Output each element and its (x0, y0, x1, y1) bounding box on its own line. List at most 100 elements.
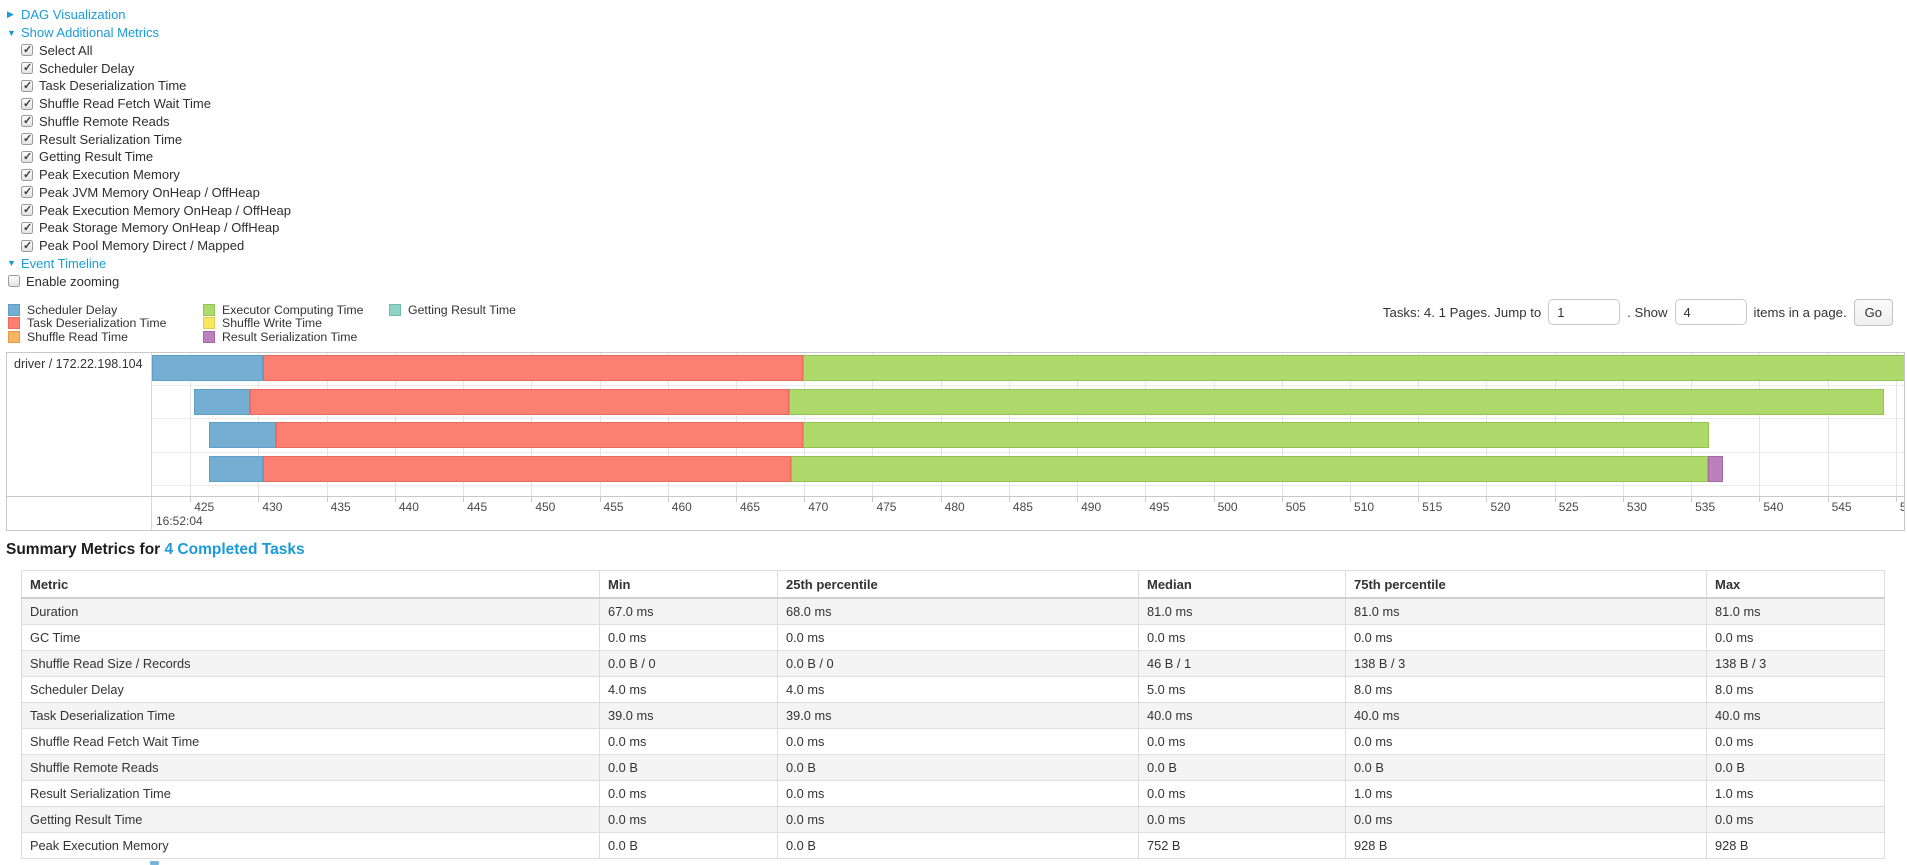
axis-tick (1077, 497, 1079, 502)
metric-checkbox-peak-execution-memory[interactable] (21, 168, 33, 181)
table-header-row: Metric Min 25th percentile Median 75th perce… (21, 570, 1885, 599)
metric-value-cell: 138 B / 3 (1706, 650, 1885, 677)
metric-checkbox-shuffle-remote-reads[interactable] (21, 114, 33, 128)
task-4-segment-task-deserialization[interactable] (262, 455, 791, 482)
table-row-peak-execution-memory: Peak Execution Memory 0.0 B 0.0 B 752 B 928 … (21, 832, 1885, 859)
metric-checkbox-task-deserialization-time[interactable] (21, 79, 33, 92)
axis-tick-label: 520 (1490, 500, 1511, 514)
task-2-segment-task-deserialization[interactable] (250, 388, 790, 415)
task-4-segment-result-serialization[interactable] (1707, 455, 1723, 482)
metric-checkbox-row: Shuffle Remote Reads (7, 113, 291, 131)
metric-name-cell: Duration (21, 597, 600, 625)
axis-tick (1145, 497, 1147, 502)
metric-value-cell: 0.0 ms (1345, 624, 1707, 651)
axis-tick-label: 455 (603, 500, 624, 514)
metric-value-cell: 0.0 B (777, 754, 1139, 781)
task-3-segment-scheduler-delay[interactable] (209, 422, 277, 448)
metric-value-cell: 0.0 ms (777, 624, 1139, 651)
legend-item-scheduler-delay: Scheduler Delay (8, 303, 203, 317)
scheduler-delay-swatch-icon (8, 303, 20, 316)
metric-checkbox-select-all[interactable] (21, 43, 33, 57)
metric-value-cell: 46 B / 1 (1138, 650, 1346, 677)
axis-tick-label: 535 (1695, 500, 1716, 514)
metric-checkbox-row: Peak Execution Memory OnHeap / OffHeap (7, 201, 291, 219)
task-4-segment-scheduler-delay[interactable] (209, 455, 263, 482)
metric-checkbox-label: Select All (39, 42, 93, 58)
metric-value-cell: 0.0 ms (1138, 780, 1346, 807)
axis-tick (1350, 497, 1352, 502)
metric-checkbox-peak-execution-memory-onheap-offheap[interactable] (21, 203, 33, 217)
metric-checkbox-label: Peak Storage Memory OnHeap / OffHeap (39, 220, 280, 236)
metric-checkbox-shuffle-read-fetch-wait-time[interactable] (21, 97, 33, 110)
event-timeline-link[interactable]: Event Timeline (21, 255, 107, 271)
timeline-plot-area (152, 353, 1904, 496)
metric-checkbox-getting-result-time[interactable] (21, 150, 33, 163)
metric-value-cell: 0.0 ms (777, 806, 1139, 833)
axis-tick-label: 490 (1081, 500, 1102, 514)
metric-value-cell: 0.0 ms (1138, 806, 1346, 833)
column-header-75th-percentile: 75th percentile (1345, 570, 1707, 599)
go-button[interactable]: Go (1853, 298, 1893, 326)
metric-checkbox-peak-jvm-memory-onheap-offheap[interactable] (21, 185, 33, 199)
axis-tick (258, 497, 260, 502)
getting-result-swatch-icon (389, 303, 401, 316)
axis-tick (1486, 497, 1488, 502)
metric-value-cell: 0.0 B (599, 832, 778, 859)
metric-checkbox-row: Select All (7, 42, 291, 60)
summary-metrics-heading: Summary Metrics for 4 Completed Tasks (6, 541, 305, 559)
task-pagination: Tasks: 4. 1 Pages. Jump to . Show items … (1383, 297, 1893, 327)
metric-checkbox-label: Task Deserialization Time (39, 78, 187, 94)
axis-tick (190, 497, 192, 502)
metric-name-cell: Peak Execution Memory (21, 832, 600, 859)
metric-value-cell: 68.0 ms (777, 597, 1139, 625)
pagination-text: items in a page. (1753, 304, 1847, 320)
column-header-metric: Metric (21, 570, 600, 599)
legend-item-getting-result: Getting Result Time (389, 303, 516, 317)
axis-tick (1691, 497, 1693, 502)
task-2-segment-scheduler-delay[interactable] (194, 388, 251, 415)
column-header-max: Max (1706, 570, 1885, 599)
metric-checkbox-label: Shuffle Remote Reads (39, 113, 170, 129)
axis-tick-label: 470 (808, 500, 829, 514)
metric-checkbox-peak-storage-memory-onheap-offheap[interactable] (21, 221, 33, 234)
enable-zooming-checkbox[interactable] (8, 275, 20, 288)
task-4-segment-executor-computing[interactable] (790, 455, 1708, 482)
dag-visualization-link[interactable]: DAG Visualization (21, 7, 126, 23)
task-1-segment-executor-computing[interactable] (802, 355, 1904, 381)
executor-group-label: driver / 172.22.198.104 (14, 357, 143, 371)
task-3-segment-executor-computing[interactable] (802, 422, 1709, 448)
task-1-segment-task-deserialization[interactable] (262, 355, 803, 381)
cutoff-next-section-fragment (150, 861, 159, 865)
metric-name-cell: Task Deserialization Time (21, 702, 600, 729)
axis-tick-label: 485 (1012, 500, 1033, 514)
axis-tick-label: 460 (671, 500, 692, 514)
items-per-page-input[interactable] (1674, 299, 1747, 325)
metric-value-cell: 0.0 B / 0 (777, 650, 1139, 677)
task-3-segment-task-deserialization[interactable] (276, 422, 803, 448)
task-2-segment-executor-computing[interactable] (789, 388, 1884, 415)
metric-checkbox-label: Peak Execution Memory (39, 167, 180, 183)
axis-tick (326, 497, 328, 502)
page-controls: ▶ DAG Visualization ▼ Show Additional Me… (7, 6, 291, 290)
metric-checkbox-label: Peak JVM Memory OnHeap / OffHeap (39, 184, 260, 200)
metric-checkbox-scheduler-delay[interactable] (21, 61, 33, 75)
metric-checkbox-peak-pool-memory-direct-mapped[interactable] (21, 239, 33, 252)
axis-tick (394, 497, 396, 502)
metric-checkbox-row: Scheduler Delay (7, 59, 291, 77)
dag-visualization-toggle[interactable]: ▶ DAG Visualization (7, 6, 291, 24)
show-additional-metrics-link[interactable]: Show Additional Metrics (21, 25, 160, 41)
summary-heading-text: Summary Metrics for (6, 541, 165, 558)
event-timeline-toggle[interactable]: ▼ Event Timeline (7, 255, 291, 273)
additional-metrics-checklist: Select All Scheduler Delay Task Deserializ… (7, 42, 291, 255)
jump-to-page-input[interactable] (1548, 299, 1621, 325)
show-additional-metrics-toggle[interactable]: ▼ Show Additional Metrics (7, 24, 291, 42)
task-1-segment-scheduler-delay[interactable] (152, 355, 263, 381)
metric-checkbox-result-serialization-time[interactable] (21, 132, 33, 146)
metric-value-cell: 0.0 ms (777, 780, 1139, 807)
completed-tasks-link[interactable]: 4 Completed Tasks (164, 541, 305, 558)
metric-name-cell: GC Time (21, 624, 600, 651)
gridline (1759, 353, 1761, 496)
legend-item-shuffle-read: Shuffle Read Time (8, 330, 203, 344)
axis-tick-label: 480 (944, 500, 965, 514)
axis-tick (1622, 497, 1624, 502)
